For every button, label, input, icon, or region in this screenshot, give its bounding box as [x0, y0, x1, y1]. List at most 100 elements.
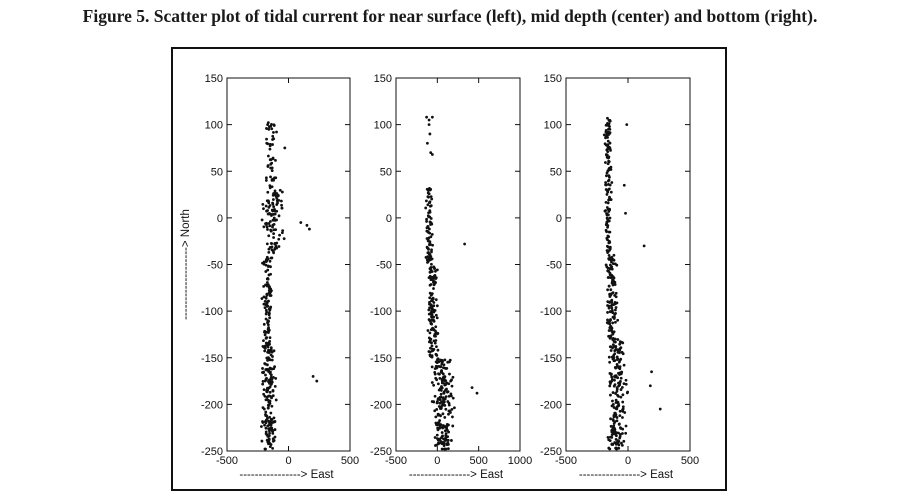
data-point [618, 409, 622, 413]
data-point [278, 233, 281, 237]
data-point [277, 198, 281, 202]
data-point [608, 372, 612, 375]
data-point [441, 425, 445, 429]
data-point [261, 382, 265, 386]
data-point [441, 372, 445, 376]
data-point [268, 204, 272, 207]
data-point [428, 132, 432, 136]
data-point [607, 198, 611, 202]
data-point [438, 365, 442, 368]
data-point [264, 176, 268, 180]
data-point [612, 253, 616, 257]
y-tick-label: 50 [550, 166, 562, 178]
data-point [443, 379, 447, 383]
data-point [262, 339, 265, 343]
data-point [607, 174, 611, 178]
data-point [612, 359, 616, 363]
data-point [618, 348, 622, 351]
data-point [268, 147, 272, 151]
data-point [432, 383, 436, 387]
data-point [441, 403, 445, 406]
data-point [607, 230, 611, 234]
data-point [444, 447, 448, 451]
data-point [440, 369, 443, 373]
data-point [315, 379, 319, 383]
data-point [608, 195, 611, 199]
data-point [428, 300, 431, 304]
data-point [619, 432, 622, 436]
data-point [264, 260, 268, 263]
data-point [642, 244, 646, 248]
data-point [426, 238, 430, 241]
data-point [277, 214, 281, 218]
data-point [273, 191, 277, 195]
data-point [609, 393, 612, 397]
data-point [264, 421, 268, 425]
data-point [475, 391, 479, 395]
data-point [439, 395, 443, 399]
data-point [618, 414, 622, 418]
data-point [442, 376, 446, 380]
data-point [428, 204, 432, 208]
y-tick-label: -100 [370, 306, 392, 318]
data-point [450, 378, 453, 382]
y-tick-label: -100 [201, 306, 223, 318]
data-point [433, 276, 437, 280]
data-point [265, 225, 269, 229]
x-tick-label: -500 [216, 455, 238, 467]
data-point [607, 241, 611, 245]
data-point [427, 211, 431, 215]
data-point [428, 331, 432, 335]
data-point [260, 218, 264, 222]
data-point [612, 344, 616, 348]
data-point [426, 189, 430, 192]
data-point [427, 123, 431, 127]
data-point [451, 424, 455, 428]
x-tick-label: 1000 [508, 455, 532, 467]
data-point [611, 418, 615, 421]
data-point [611, 332, 615, 336]
data-point [270, 242, 274, 245]
data-point [604, 223, 608, 227]
data-point [268, 381, 271, 385]
data-point [602, 133, 606, 137]
data-point [270, 208, 274, 212]
data-point [615, 389, 619, 393]
data-point [271, 432, 275, 435]
data-point [605, 193, 609, 196]
data-point [444, 407, 448, 411]
data-point [440, 381, 444, 385]
data-point [446, 390, 450, 394]
data-point [428, 338, 432, 342]
data-point [607, 178, 611, 182]
data-point [610, 375, 614, 379]
data-point [427, 308, 431, 312]
data-point [262, 284, 266, 288]
data-point [446, 443, 450, 446]
y-tick-label: -50 [376, 260, 392, 272]
data-point [424, 206, 428, 210]
data-point [614, 348, 618, 351]
data-point [432, 265, 436, 269]
data-point [437, 421, 441, 424]
data-point [269, 290, 272, 294]
data-point [619, 372, 623, 376]
data-point [620, 385, 624, 389]
data-point [275, 246, 279, 250]
data-point [618, 367, 622, 371]
data-point [268, 158, 272, 162]
data-point [436, 437, 439, 440]
data-point [428, 353, 432, 357]
data-point [426, 329, 430, 332]
data-point [608, 247, 612, 251]
data-point [612, 429, 615, 433]
data-point [608, 360, 612, 364]
data-point [609, 318, 612, 322]
data-point [439, 358, 443, 362]
data-point [264, 270, 268, 273]
data-point [427, 251, 430, 254]
data-point [450, 384, 454, 388]
y-tick-label: -100 [540, 306, 562, 318]
data-point [446, 360, 450, 364]
